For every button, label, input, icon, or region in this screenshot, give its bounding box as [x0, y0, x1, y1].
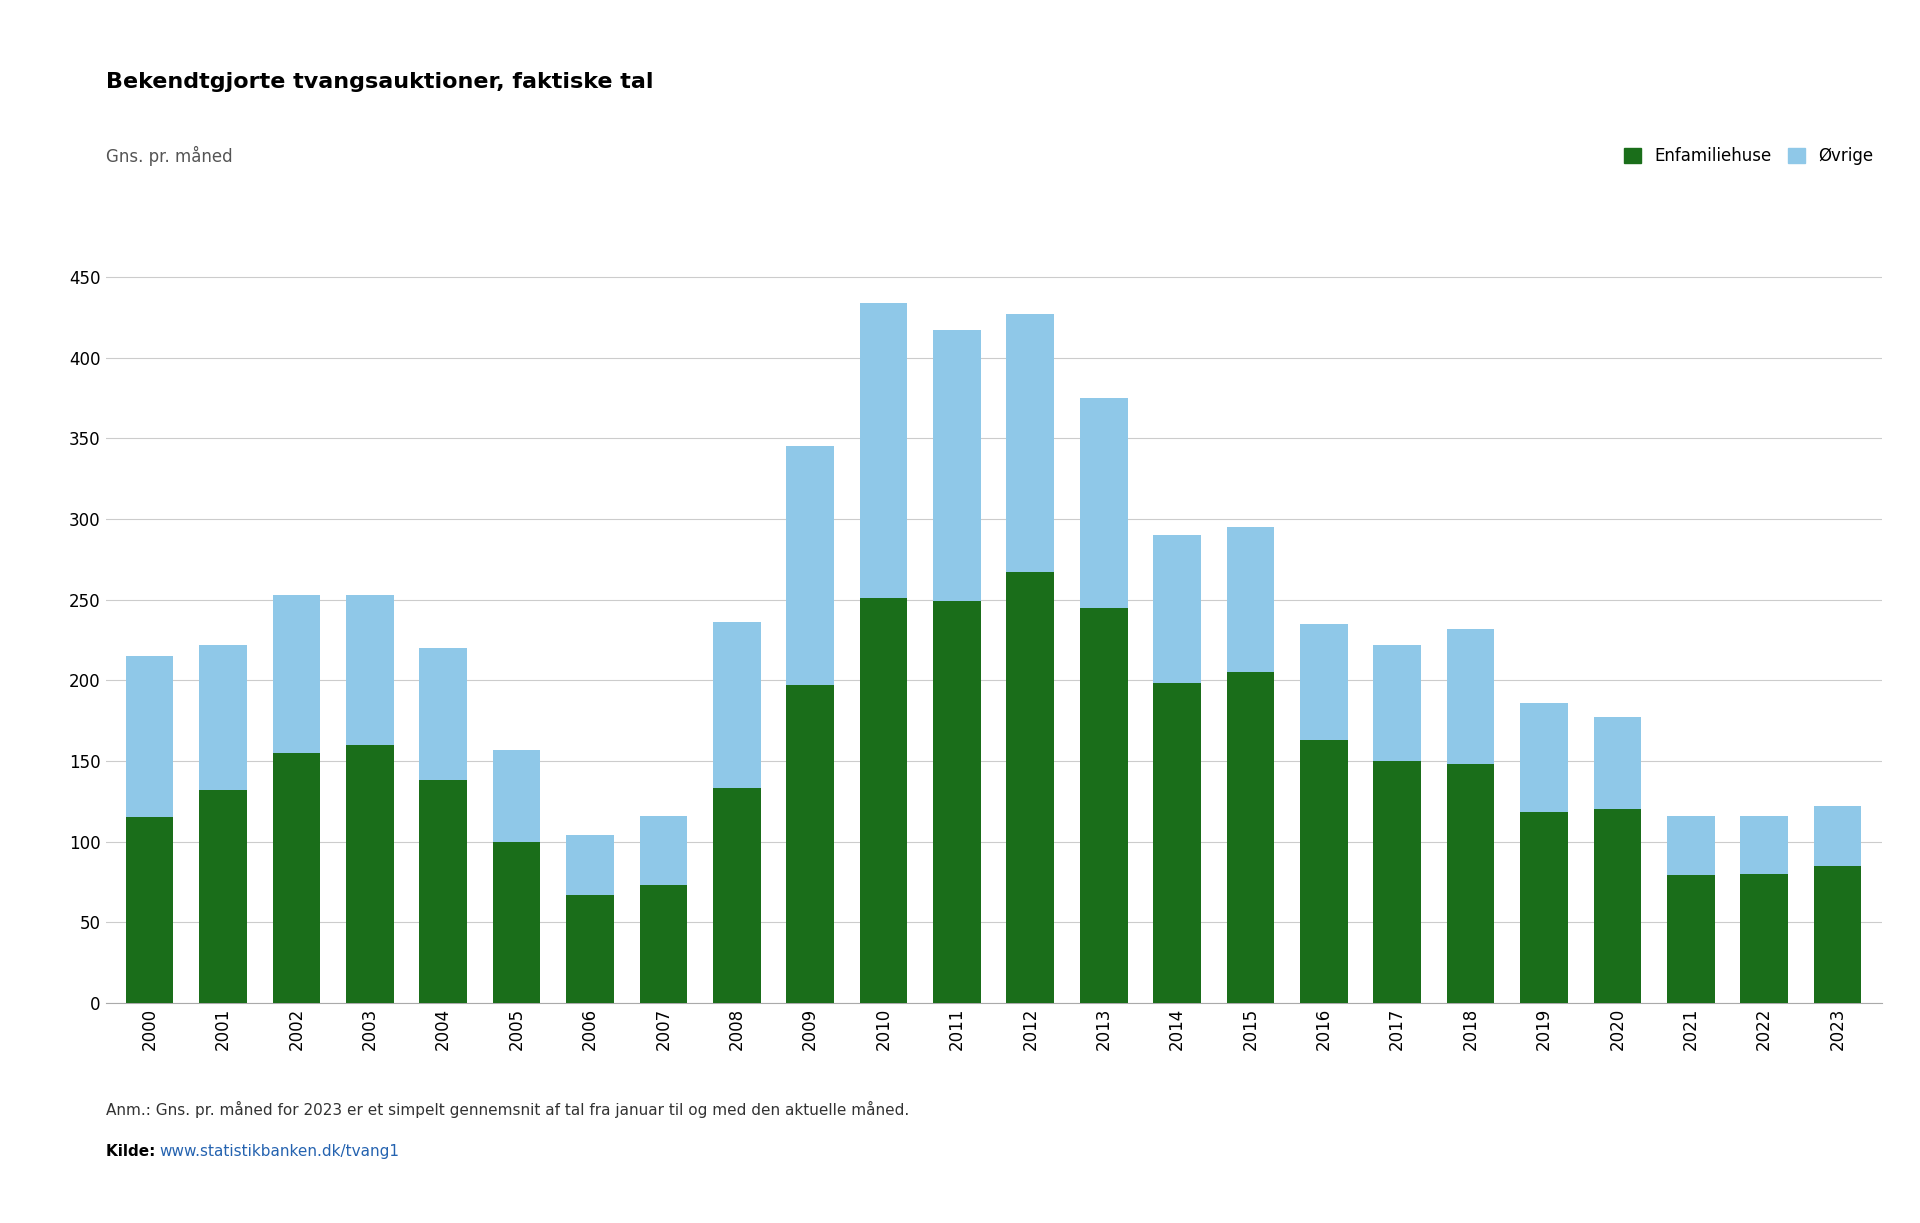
Bar: [200, 790, 248, 1003]
Bar: [1814, 866, 1860, 1003]
Bar: [712, 789, 760, 1003]
Bar: [712, 623, 760, 789]
Legend: Enfamiliehuse, Øvrige: Enfamiliehuse, Øvrige: [1624, 147, 1874, 165]
Bar: [933, 330, 981, 602]
Bar: [1373, 761, 1421, 1003]
Bar: [1740, 873, 1788, 1003]
Bar: [860, 302, 908, 598]
Bar: [1154, 534, 1200, 684]
Bar: [1079, 397, 1127, 608]
Bar: [933, 602, 981, 1003]
Bar: [1300, 624, 1348, 740]
Bar: [1594, 718, 1642, 810]
Bar: [493, 750, 540, 841]
Text: www.statistikbanken.dk/tvang1: www.statistikbanken.dk/tvang1: [159, 1144, 399, 1158]
Bar: [566, 895, 614, 1003]
Bar: [860, 598, 908, 1003]
Bar: [1448, 764, 1494, 1003]
Bar: [200, 645, 248, 790]
Bar: [1667, 876, 1715, 1003]
Bar: [1594, 810, 1642, 1003]
Text: Anm.: Gns. pr. måned for 2023 er et simpelt gennemsnit af tal fra januar til og : Anm.: Gns. pr. måned for 2023 er et simp…: [106, 1101, 908, 1118]
Bar: [419, 780, 467, 1003]
Bar: [1740, 816, 1788, 873]
Bar: [1079, 608, 1127, 1003]
Bar: [639, 885, 687, 1003]
Bar: [127, 656, 173, 817]
Bar: [1448, 629, 1494, 764]
Bar: [787, 685, 833, 1003]
Bar: [639, 816, 687, 885]
Bar: [1814, 806, 1860, 866]
Bar: [127, 817, 173, 1003]
Bar: [346, 594, 394, 745]
Bar: [1373, 645, 1421, 761]
Bar: [1006, 572, 1054, 1003]
Text: Bekendtgjorte tvangsauktioner, faktiske tal: Bekendtgjorte tvangsauktioner, faktiske …: [106, 72, 653, 92]
Bar: [787, 446, 833, 685]
Bar: [1521, 703, 1569, 812]
Bar: [1227, 527, 1275, 673]
Text: Kilde:: Kilde:: [106, 1144, 159, 1158]
Bar: [419, 648, 467, 780]
Bar: [1521, 812, 1569, 1003]
Bar: [346, 745, 394, 1003]
Bar: [1154, 684, 1200, 1003]
Bar: [1227, 673, 1275, 1003]
Bar: [273, 753, 321, 1003]
Bar: [1300, 740, 1348, 1003]
Bar: [273, 594, 321, 753]
Bar: [566, 835, 614, 895]
Bar: [1006, 314, 1054, 572]
Text: Gns. pr. måned: Gns. pr. måned: [106, 146, 232, 166]
Bar: [493, 841, 540, 1003]
Bar: [1667, 816, 1715, 876]
